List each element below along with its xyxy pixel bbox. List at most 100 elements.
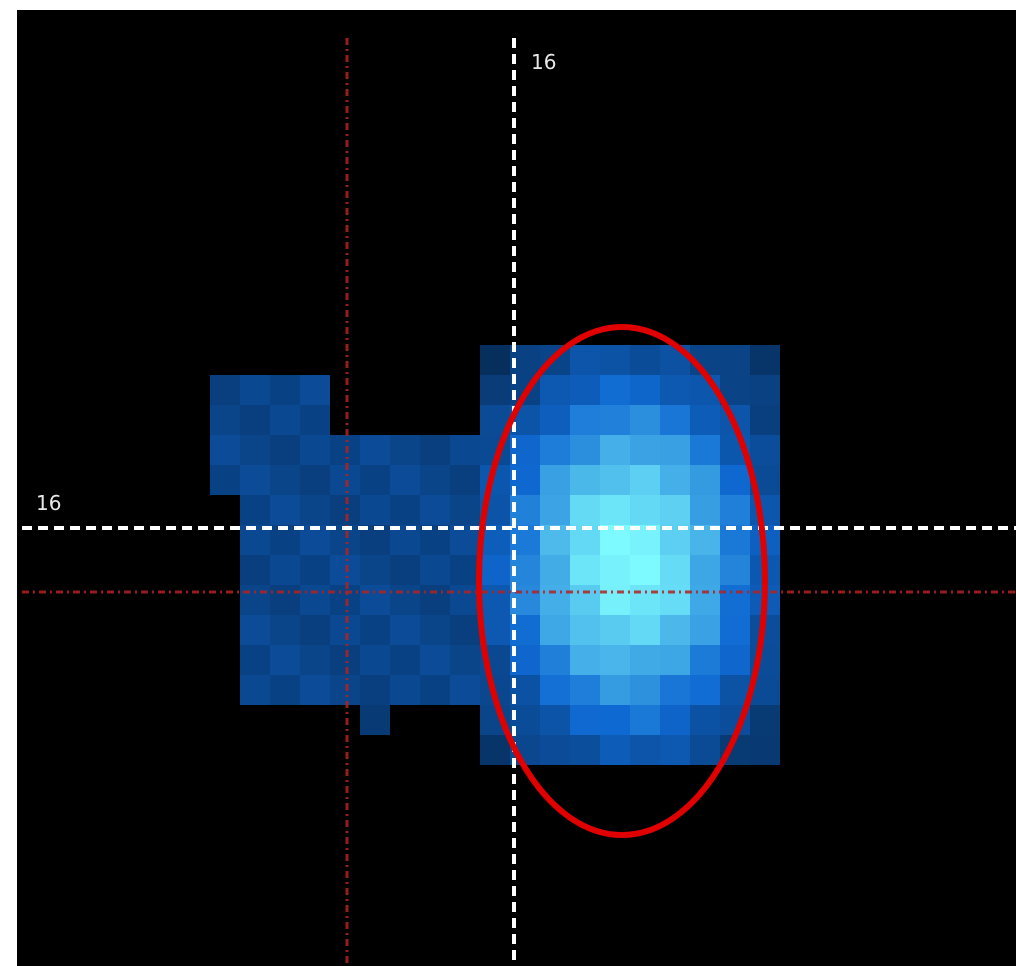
blob-pixel: [360, 615, 390, 645]
blob-pixel: [600, 555, 630, 585]
blob-pixel: [600, 345, 630, 375]
blob-pixel: [630, 615, 660, 645]
blob-pixel: [240, 555, 270, 585]
blob-pixel: [600, 495, 630, 525]
blob-pixel: [720, 465, 750, 495]
blob-pixel: [420, 555, 450, 585]
blob-pixel: [210, 435, 240, 465]
blob-pixel: [750, 435, 780, 465]
blob-pixel: [240, 405, 270, 435]
blob-pixel: [420, 675, 450, 705]
blob-pixel: [210, 375, 240, 405]
blob-pixel: [450, 615, 480, 645]
blob-pixel: [630, 495, 660, 525]
blob-pixel: [450, 585, 480, 615]
vertical-crosshair-label: 16: [531, 50, 557, 74]
blob-pixel: [600, 705, 630, 735]
blob-pixel: [450, 645, 480, 675]
blob-pixel: [420, 495, 450, 525]
highlight-ellipse: [476, 324, 768, 838]
blob-pixel: [270, 435, 300, 465]
blob-pixel: [690, 405, 720, 435]
blob-pixel: [210, 465, 240, 495]
blob-pixel: [330, 615, 360, 645]
blob-pixel: [300, 585, 330, 615]
blob-pixel: [270, 555, 300, 585]
blob-pixel: [690, 495, 720, 525]
blob-pixel: [300, 465, 330, 495]
blob-pixel: [750, 345, 780, 375]
blob-pixel: [330, 555, 360, 585]
blob-pixel: [720, 615, 750, 645]
blob-pixel: [720, 495, 750, 525]
blob-pixel: [690, 585, 720, 615]
blob-pixel: [300, 375, 330, 405]
blob-pixel: [690, 435, 720, 465]
blob-pixel: [420, 465, 450, 495]
blob-pixel: [360, 645, 390, 675]
blob-pixel: [390, 615, 420, 645]
blob-pixel: [630, 585, 660, 615]
blob-pixel: [420, 645, 450, 675]
blob-pixel: [660, 735, 690, 765]
blob-pixel: [240, 645, 270, 675]
blob-pixel: [330, 465, 360, 495]
blob-pixel: [600, 735, 630, 765]
blob-pixel: [450, 675, 480, 705]
blob-pixel: [480, 735, 510, 765]
blob-pixel: [540, 705, 570, 735]
blob-pixel: [300, 495, 330, 525]
blob-pixel: [390, 495, 420, 525]
blob-pixel: [570, 435, 600, 465]
blob-pixel: [600, 405, 630, 435]
blob-pixel: [600, 435, 630, 465]
blob-pixel: [300, 555, 330, 585]
blob-pixel: [660, 405, 690, 435]
blob-pixel: [450, 555, 480, 585]
blob-pixel: [300, 435, 330, 465]
blob-pixel: [240, 585, 270, 615]
horizontal-crosshair-label: 16: [36, 491, 62, 515]
blob-pixel: [660, 555, 690, 585]
blob-pixel: [360, 495, 390, 525]
blob-pixel: [720, 645, 750, 675]
blob-pixel: [540, 555, 570, 585]
blob-pixel: [570, 465, 600, 495]
blob-pixel: [300, 615, 330, 645]
blob-pixel: [570, 555, 600, 585]
blob-pixel: [570, 705, 600, 735]
blob-pixel: [630, 675, 660, 705]
blob-pixel: [690, 735, 720, 765]
blob-pixel: [570, 585, 600, 615]
blob-pixel: [270, 465, 300, 495]
blob-pixel: [540, 375, 570, 405]
blob-pixel: [270, 585, 300, 615]
blob-pixel: [570, 615, 600, 645]
blob-pixel: [240, 675, 270, 705]
blob-pixel: [720, 585, 750, 615]
blob-pixel: [600, 645, 630, 675]
blob-pixel: [720, 555, 750, 585]
blob-pixel: [540, 405, 570, 435]
blob-pixel: [270, 675, 300, 705]
blob-pixel: [240, 465, 270, 495]
blob-pixel: [480, 375, 510, 405]
blob-pixel: [630, 405, 660, 435]
blob-pixel: [750, 735, 780, 765]
blob-pixel: [600, 465, 630, 495]
blob-pixel: [630, 705, 660, 735]
blob-pixel: [570, 345, 600, 375]
blob-pixel: [660, 585, 690, 615]
blob-pixel: [570, 735, 600, 765]
blob-pixel: [270, 645, 300, 675]
blob-pixel: [600, 615, 630, 645]
blob-pixel: [360, 555, 390, 585]
blob-pixel: [660, 675, 690, 705]
blob-pixel: [270, 615, 300, 645]
blob-pixel: [570, 675, 600, 705]
blob-pixel: [630, 645, 660, 675]
blob-pixel: [390, 645, 420, 675]
blob-pixel: [690, 465, 720, 495]
blob-pixel: [750, 705, 780, 735]
blob-pixel: [570, 375, 600, 405]
